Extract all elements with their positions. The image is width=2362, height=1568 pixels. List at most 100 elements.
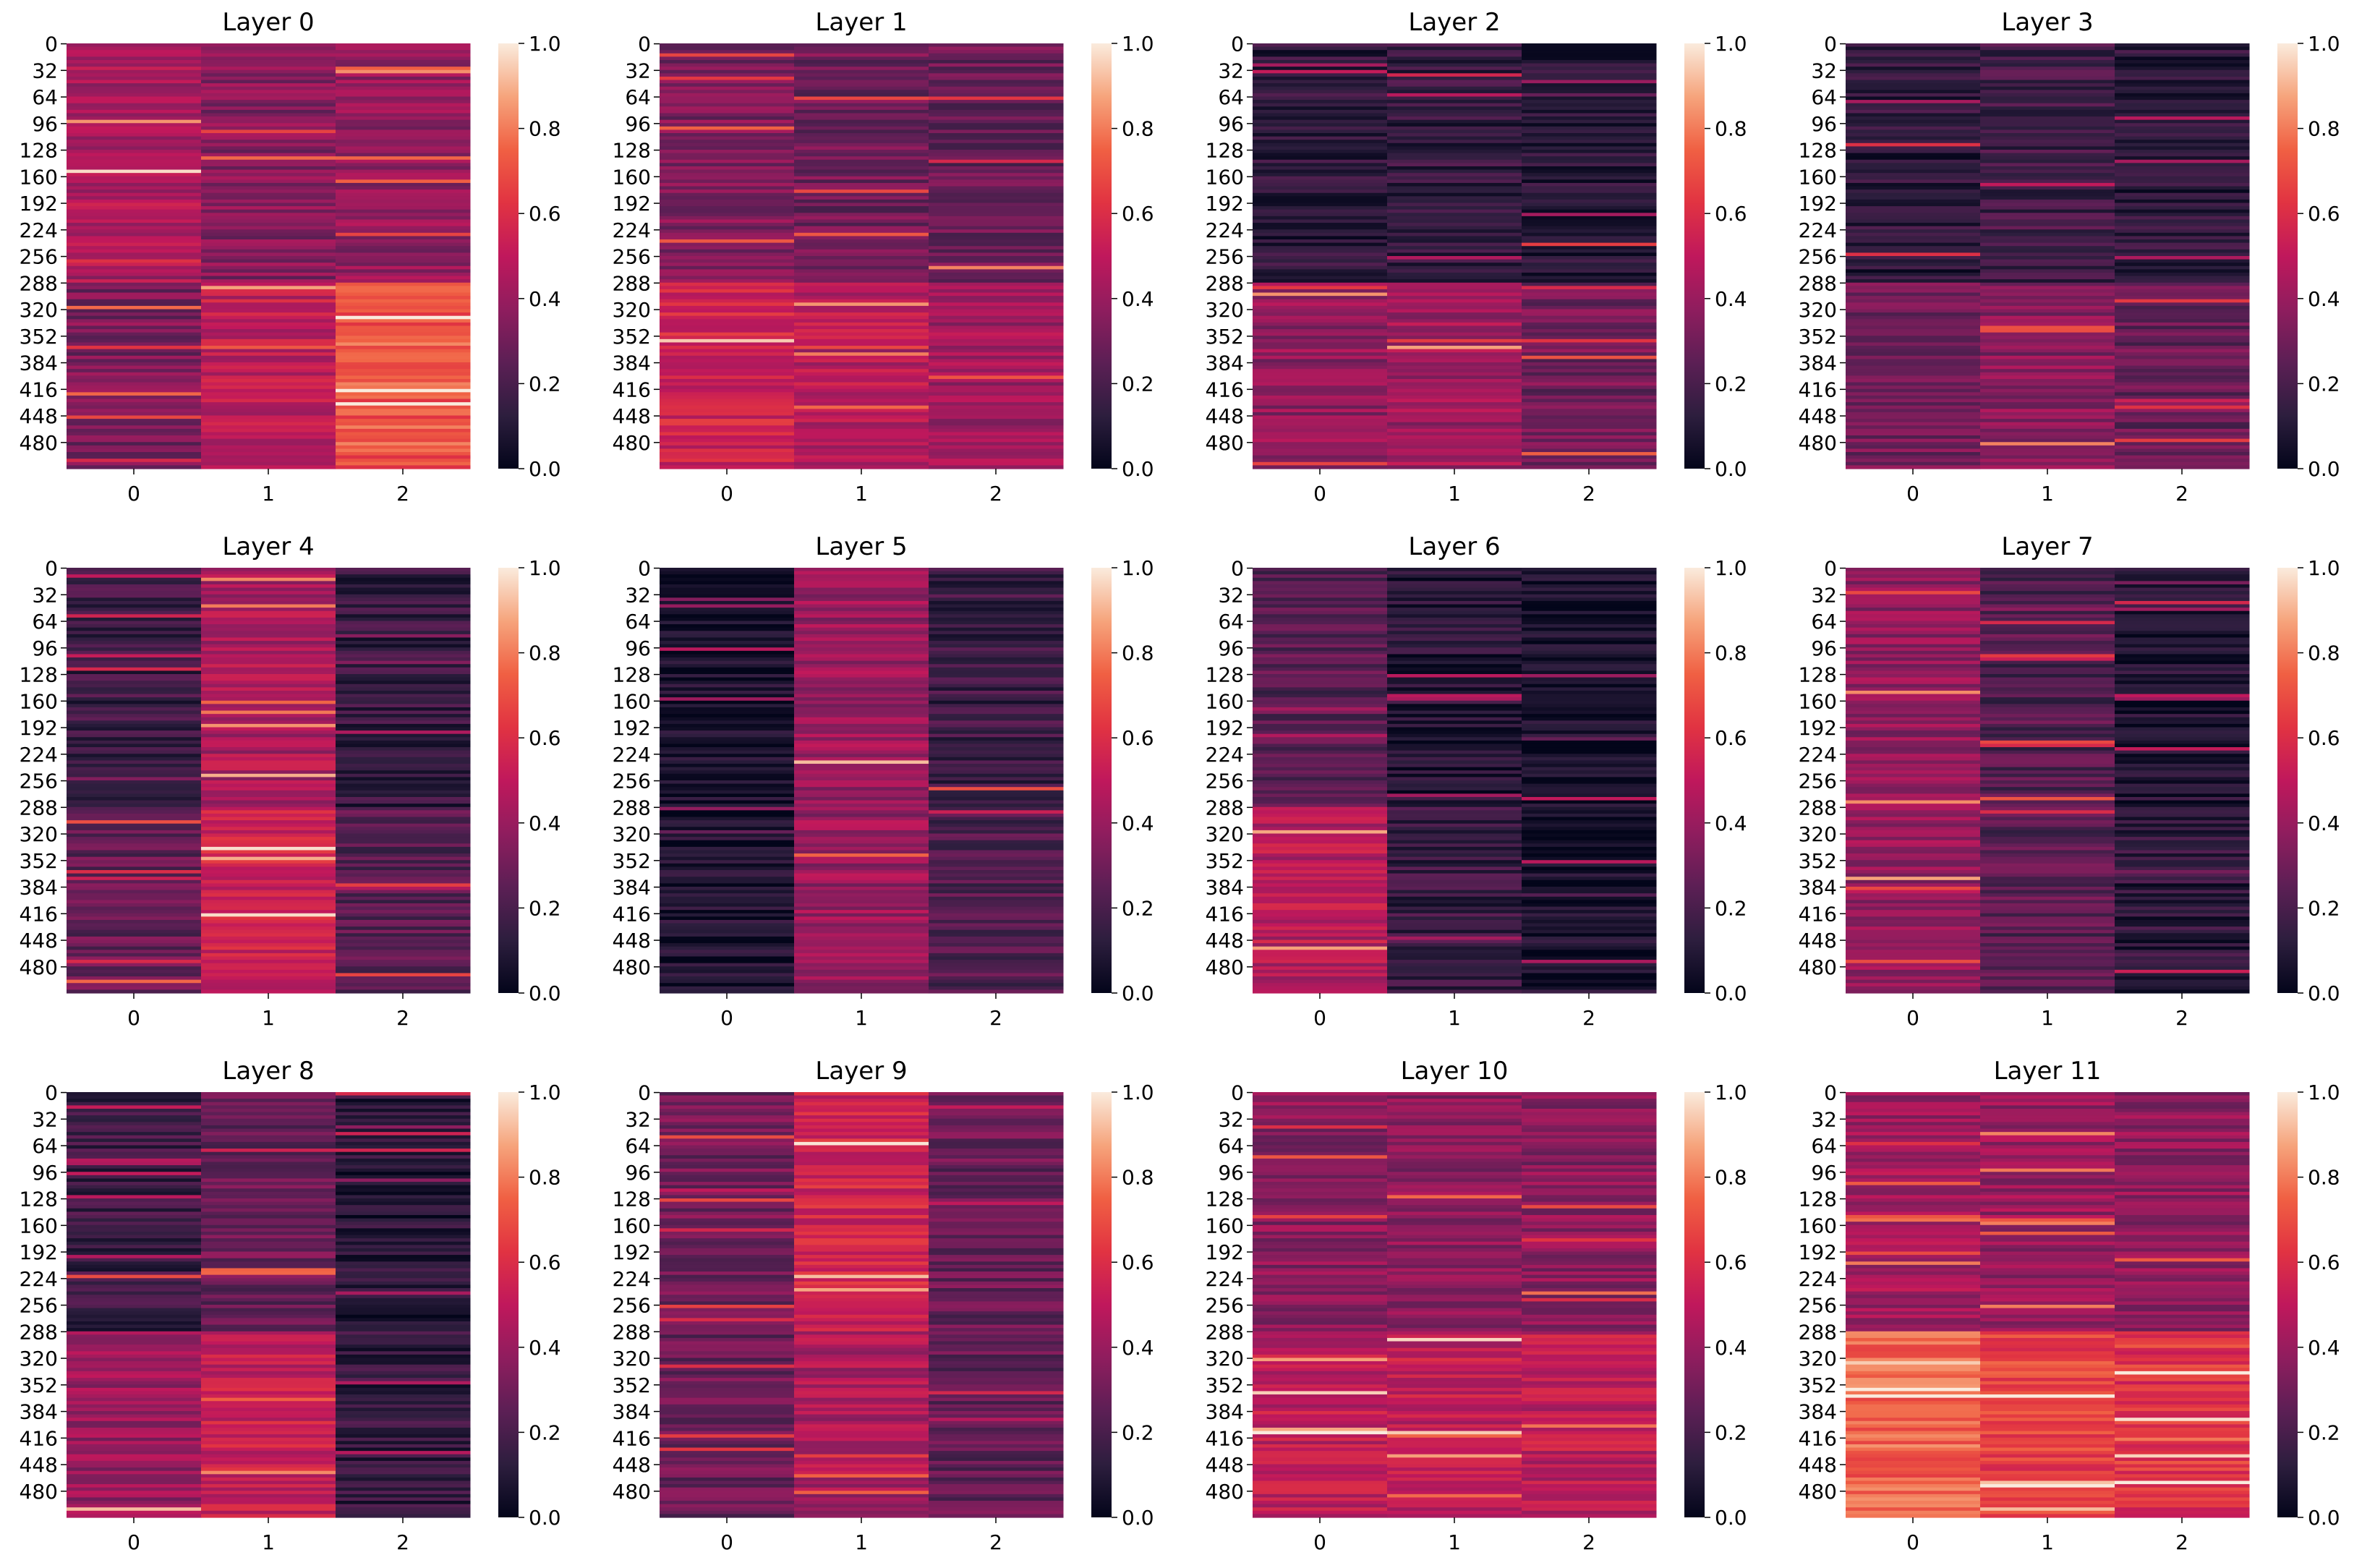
heatmap-cell <box>1387 1252 1522 1256</box>
heatmap-cell <box>336 1351 471 1355</box>
heatmap-cell <box>1387 654 1522 657</box>
heatmap-cell <box>201 1305 336 1308</box>
heatmap-cell <box>1980 442 2115 446</box>
heatmap-cell <box>67 273 202 276</box>
heatmap-cell <box>1846 439 1981 443</box>
heatmap-cell <box>336 780 471 784</box>
heatmap-cell <box>336 196 471 200</box>
heatmap-cell <box>929 1308 1064 1312</box>
heatmap-cell <box>1980 701 2115 704</box>
heatmap-cell <box>1980 279 2115 283</box>
heatmap-cell <box>1387 717 1522 721</box>
heatmap-cell <box>660 392 795 396</box>
heatmap-cell <box>1387 631 1522 634</box>
heatmap-cell <box>67 1146 202 1149</box>
heatmap-cell <box>336 966 471 970</box>
heatmap-cell <box>67 1169 202 1172</box>
heatmap-cell <box>1980 581 2115 584</box>
heatmap-cell <box>1522 930 1657 934</box>
heatmap-cell <box>1253 80 1388 84</box>
heatmap-cell <box>1253 1325 1388 1329</box>
heatmap-cell <box>336 697 471 701</box>
heatmap-cell <box>201 64 336 67</box>
heatmap-cell <box>1980 412 2115 416</box>
heatmap-cell <box>794 641 929 644</box>
heatmap-cell <box>1846 1484 1981 1488</box>
heatmap-cell <box>929 366 1064 370</box>
heatmap-cell <box>660 937 795 940</box>
heatmap-cell <box>67 203 202 207</box>
heatmap-cell <box>1387 578 1522 581</box>
heatmap-cell <box>1980 100 2115 103</box>
heatmap-cell <box>67 1162 202 1165</box>
heatmap-cell <box>794 950 929 953</box>
heatmap-cell <box>2115 741 2250 744</box>
heatmap-cell <box>1522 1129 1657 1133</box>
heatmap-cell <box>336 279 471 283</box>
heatmap-cell <box>67 1368 202 1371</box>
heatmap-cell <box>1980 200 2115 203</box>
heatmap-cell <box>1846 448 1981 452</box>
heatmap-cell <box>1253 429 1388 433</box>
heatmap-cell <box>1253 614 1388 618</box>
heatmap-cell <box>201 1484 336 1488</box>
heatmap-cell <box>201 681 336 684</box>
heatmap-cell <box>660 1169 795 1172</box>
heatmap-cell <box>67 870 202 874</box>
heatmap-cell <box>1846 1238 1981 1242</box>
heatmap-cell <box>929 737 1064 741</box>
heatmap-cell <box>2115 644 2250 648</box>
heatmap-cell <box>201 1461 336 1465</box>
heatmap-cell <box>67 760 202 764</box>
heatmap-cell <box>1846 720 1981 724</box>
heatmap-cell <box>929 814 1064 817</box>
heatmap-cell <box>1522 890 1657 894</box>
heatmap-cell <box>67 1265 202 1269</box>
heatmap-cell <box>1522 1444 1657 1448</box>
heatmap-cell <box>794 160 929 163</box>
heatmap-cell <box>2115 399 2250 403</box>
heatmap-cell <box>1253 787 1388 791</box>
heatmap-cell <box>1253 236 1388 239</box>
heatmap-cell <box>1387 767 1522 771</box>
heatmap-cell <box>1980 737 2115 741</box>
heatmap-cell <box>336 256 471 260</box>
heatmap-cells <box>1846 568 2250 994</box>
heatmap-cell <box>929 903 1064 907</box>
heatmap-cell <box>1522 601 1657 605</box>
heatmap-cell <box>1387 1165 1522 1169</box>
heatmap-cell <box>1387 1391 1522 1394</box>
heatmap-cell <box>929 963 1064 967</box>
heatmap-cell <box>1846 1328 1981 1331</box>
heatmap-cell <box>929 784 1064 788</box>
heatmap-cell <box>929 302 1064 306</box>
heatmap-cell <box>1980 681 2115 684</box>
heatmap-cell <box>794 1215 929 1219</box>
heatmap-cell <box>1387 133 1522 137</box>
heatmap-cell <box>336 1284 471 1288</box>
heatmap-cell <box>1522 1099 1657 1102</box>
heatmap-cell <box>794 1138 929 1142</box>
heatmap-cell <box>2115 129 2250 133</box>
heatmap-cell <box>1980 864 2115 867</box>
heatmap-cell <box>201 1132 336 1135</box>
heatmap-cell <box>1253 1105 1388 1109</box>
heatmap-cell <box>201 820 336 824</box>
y-tick-label: 128 <box>20 1188 58 1211</box>
heatmap-cell <box>1980 97 2115 101</box>
heatmap-cell <box>1980 70 2115 74</box>
heatmap-cell <box>1980 219 2115 223</box>
heatmap-cell <box>660 356 795 359</box>
heatmap-cell <box>1980 801 2115 804</box>
heatmap-cell <box>201 1401 336 1405</box>
heatmap-cell <box>1387 747 1522 751</box>
heatmap-cell <box>336 834 471 838</box>
heatmap-cell <box>1846 123 1981 127</box>
heatmap-cell <box>201 1434 336 1438</box>
heatmap-cell <box>1522 1109 1657 1112</box>
heatmap-cell <box>336 47 471 51</box>
heatmap-cell <box>929 588 1064 592</box>
heatmap-cell <box>1846 239 1981 243</box>
heatmap-cell <box>67 697 202 701</box>
heatmap-cell <box>2115 392 2250 396</box>
